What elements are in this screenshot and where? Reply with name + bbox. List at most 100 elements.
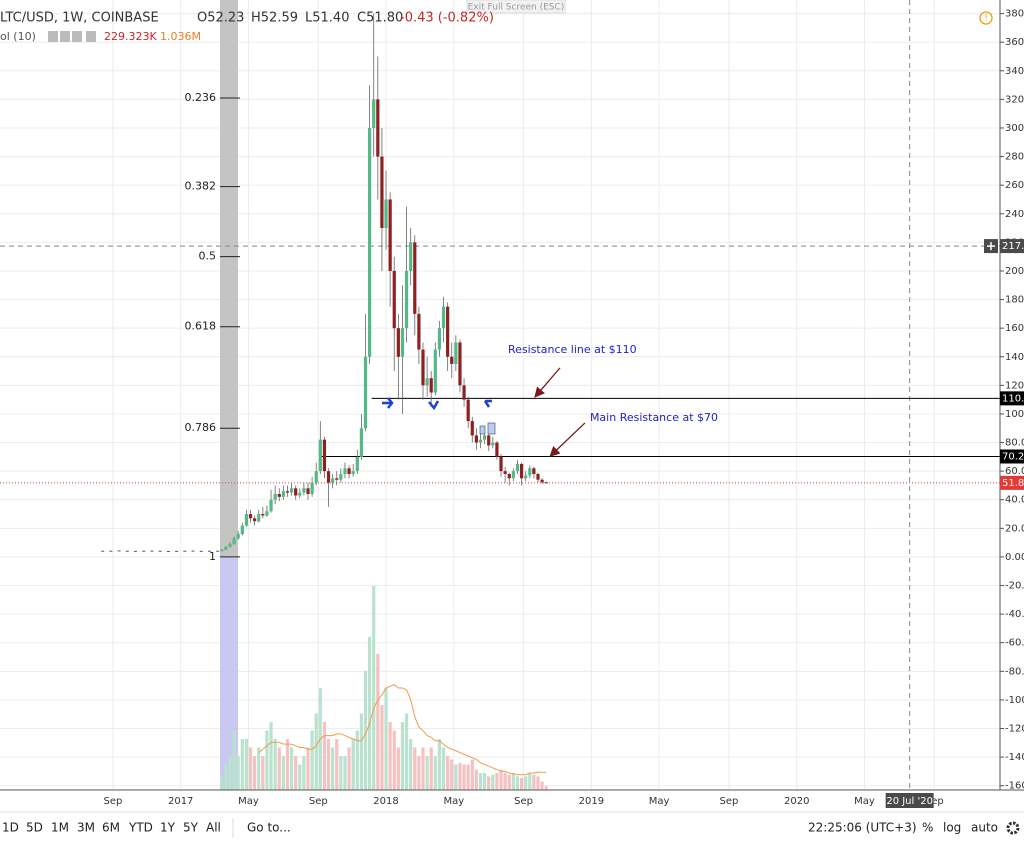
volume-bar: [380, 704, 384, 790]
y-tick-label: 40.00: [1005, 495, 1024, 506]
range-button[interactable]: 1M: [51, 821, 69, 835]
alert-icon[interactable]: [979, 11, 993, 25]
volume-bar: [511, 772, 515, 790]
candle-body: [285, 491, 290, 493]
candle-body: [220, 549, 224, 552]
marker-icon: [479, 425, 486, 435]
range-button[interactable]: 1D: [2, 821, 19, 835]
volume-bar: [289, 747, 294, 790]
flat-candle: [183, 550, 187, 552]
open-value: O52.23: [197, 11, 244, 26]
volume-bar: [544, 786, 548, 790]
x-tick-label: Sep: [514, 796, 533, 807]
volume-bar: [409, 738, 413, 790]
range-button[interactable]: YTD: [128, 821, 153, 835]
volume-bar: [384, 687, 388, 790]
range-button[interactable]: 3M: [77, 821, 95, 835]
flat-candle: [199, 550, 203, 552]
range-button[interactable]: 6M: [102, 821, 120, 835]
volume-bar: [355, 730, 359, 790]
x-tick-label: 2017: [168, 796, 193, 807]
settings-icon[interactable]: [1006, 821, 1020, 835]
candle-body: [540, 479, 544, 483]
marker-icon: [487, 422, 496, 435]
y-tick-label: 260.00: [1005, 180, 1024, 191]
alert-icon-mark[interactable]: !: [984, 14, 988, 24]
crosshair-x-box: [885, 793, 934, 808]
annotation-arrow: [534, 367, 561, 398]
volume-bar: [499, 769, 503, 790]
volume-bar: [474, 769, 478, 790]
flat-candle: [166, 550, 170, 552]
candle-body: [384, 199, 388, 229]
y-tick-label: 0.00: [1005, 552, 1024, 563]
volume-bar: [261, 755, 265, 790]
volume-bar: [306, 747, 310, 790]
x-tick-label: Sep: [720, 796, 739, 807]
volume-bar: [314, 713, 318, 790]
candle-body: [253, 518, 257, 522]
x-tick-label: May: [649, 796, 670, 807]
candle-body: [273, 494, 277, 500]
flat-candle: [142, 550, 146, 552]
auto-button[interactable]: auto: [971, 821, 998, 835]
volume-bar: [294, 755, 298, 790]
volume-bar: [462, 764, 466, 790]
exit-fullscreen[interactable]: Exit Full Screen (ESC): [468, 3, 565, 13]
volume-bar: [491, 774, 495, 790]
icon[interactable]: [60, 31, 70, 42]
volume-bar: [413, 747, 417, 790]
candle-body: [458, 342, 462, 386]
volume-label: ol (10): [0, 30, 36, 43]
x-tick-label: 2020: [784, 796, 809, 807]
candle-body: [482, 435, 487, 440]
high-value: H52.59: [251, 11, 298, 26]
candle-body: [289, 488, 294, 493]
exit-button[interactable]: [466, 0, 566, 14]
annotation: Main Resistance at $70: [590, 411, 718, 424]
candle-body: [347, 468, 351, 474]
volume-bar: [466, 764, 470, 790]
symbol: LTC/USD, 1W, COINBASE: [0, 11, 159, 26]
candle-body: [322, 439, 327, 472]
y-tick-label: -100.00: [1005, 695, 1024, 706]
range-button[interactable]: 5Y: [183, 821, 199, 835]
log-button[interactable]: log: [943, 821, 961, 835]
candle-body: [544, 482, 548, 484]
volume-bar: [446, 755, 450, 790]
y-tick-label: 300.00: [1005, 123, 1024, 134]
candle-body: [515, 463, 520, 472]
volume-bar: [220, 776, 224, 790]
candle-body: [281, 491, 285, 497]
range-button[interactable]: 5D: [26, 821, 43, 835]
plus-icon: [987, 242, 995, 251]
range-button[interactable]: 1Y: [160, 821, 176, 835]
arrow-icon: [428, 400, 440, 411]
volume-bar: [515, 776, 520, 790]
candle-body: [277, 494, 281, 497]
candle-body: [437, 328, 442, 350]
volume-bar: [470, 759, 474, 790]
candle-body: [507, 474, 511, 479]
candle-body: [359, 428, 363, 457]
percent-button[interactable]: %: [922, 821, 933, 835]
volume-bar: [351, 738, 355, 790]
candle-body: [474, 435, 478, 443]
y-tick-label: -20.00: [1005, 581, 1024, 592]
candle-body: [232, 538, 236, 545]
candle-body: [376, 99, 380, 157]
candle-body: [470, 421, 474, 436]
range-button[interactable]: All: [206, 821, 221, 835]
icon[interactable]: [72, 31, 82, 42]
goto-button[interactable]: Go to...: [247, 821, 291, 835]
icon[interactable]: [86, 31, 96, 42]
icon[interactable]: [48, 31, 58, 42]
candle-body: [372, 99, 376, 128]
y-tick-label: 180.00: [1005, 295, 1024, 306]
volume-bar: [400, 721, 405, 790]
candle-body: [400, 328, 405, 357]
y-tick-label: -40.00: [1005, 609, 1024, 620]
volume-bar: [437, 738, 442, 790]
volume-ma-value: 1.036M: [160, 30, 201, 43]
volume-bar: [458, 762, 462, 790]
